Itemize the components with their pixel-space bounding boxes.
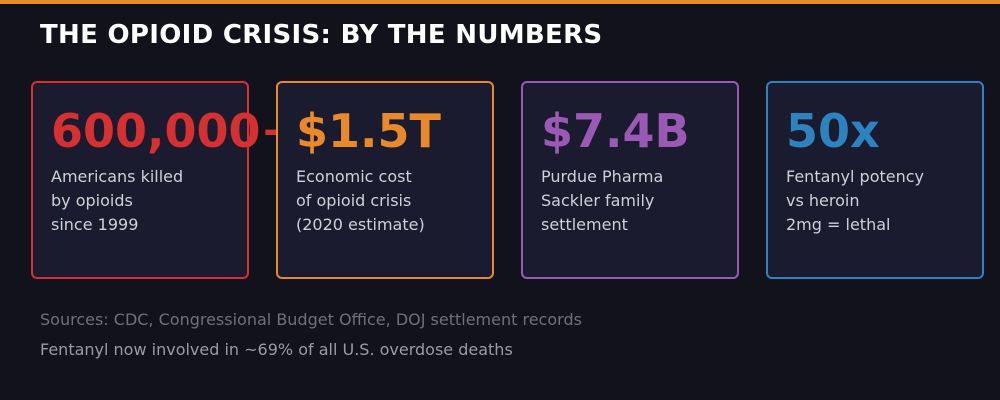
stat-value: $1.5T bbox=[296, 104, 441, 158]
desc-line: Sackler family bbox=[541, 191, 655, 210]
stat-value: $7.4B bbox=[541, 104, 690, 158]
title: THE OPIOID CRISIS: BY THE NUMBERS bbox=[40, 20, 603, 50]
stat-card: 600,000+ Americans killed by opioids sin… bbox=[31, 81, 299, 279]
desc-line: Economic cost bbox=[296, 167, 412, 186]
stat-card: 50x Fentanyl potency vs heroin 2mg = let… bbox=[766, 81, 984, 279]
stat-card: $7.4B Purdue Pharma Sackler family settl… bbox=[521, 81, 739, 279]
desc-line: Purdue Pharma bbox=[541, 167, 664, 186]
stat-description: Economic cost of opioid crisis (2020 est… bbox=[296, 165, 425, 237]
stat-description: Americans killed by opioids since 1999 bbox=[51, 165, 183, 237]
footnote: Fentanyl now involved in ~69% of all U.S… bbox=[40, 340, 513, 359]
desc-line: settlement bbox=[541, 215, 628, 234]
desc-line: by opioids bbox=[51, 191, 133, 210]
desc-line: since 1999 bbox=[51, 215, 139, 234]
stat-card: $1.5T Economic cost of opioid crisis (20… bbox=[276, 81, 494, 279]
stat-value: 600,000+ bbox=[51, 104, 300, 158]
desc-line: of opioid crisis bbox=[296, 191, 412, 210]
stat-description: Fentanyl potency vs heroin 2mg = lethal bbox=[786, 165, 924, 237]
desc-line: (2020 estimate) bbox=[296, 215, 425, 234]
stat-value: 50x bbox=[786, 104, 880, 158]
desc-line: 2mg = lethal bbox=[786, 215, 891, 234]
desc-line: Americans killed bbox=[51, 167, 184, 186]
stat-description: Purdue Pharma Sackler family settlement bbox=[541, 165, 663, 237]
desc-line: vs heroin bbox=[786, 191, 860, 210]
sources: Sources: CDC, Congressional Budget Offic… bbox=[40, 310, 582, 329]
desc-line: Fentanyl potency bbox=[786, 167, 924, 186]
top-bar bbox=[0, 0, 1000, 4]
